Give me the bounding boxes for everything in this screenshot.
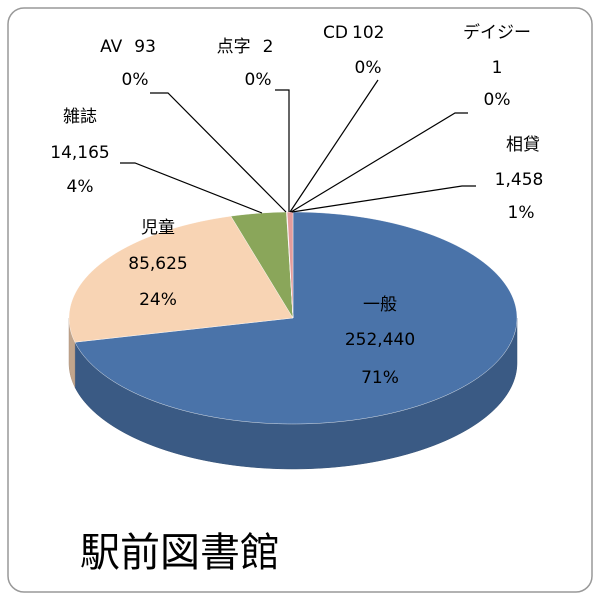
- percent-label: 0%: [245, 70, 272, 90]
- category-label: デイジー: [463, 22, 531, 43]
- category-label: 雑誌: [63, 107, 97, 127]
- category-label: AV: [100, 37, 123, 57]
- leader-line: [289, 79, 379, 213]
- category-label: 一般: [363, 295, 397, 315]
- percent-label: 24%: [139, 290, 177, 310]
- pie: [68, 211, 518, 470]
- value-label: 93: [134, 37, 156, 57]
- value-label: 14,165: [50, 143, 109, 163]
- percent-label: 71%: [361, 368, 399, 388]
- leader-line: [120, 162, 263, 214]
- slice: [74, 211, 518, 425]
- percent-label: 0%: [355, 58, 382, 78]
- value-label: 252,440: [345, 330, 415, 350]
- percent-label: 4%: [67, 177, 94, 197]
- slice: [68, 215, 294, 343]
- leader-line: [290, 112, 468, 213]
- slice: [230, 211, 294, 319]
- category-label: 相貸: [506, 135, 540, 155]
- value-label: 1: [492, 58, 503, 78]
- category-label: CD: [323, 23, 348, 43]
- value-label: 1,458: [495, 170, 544, 190]
- chart-title: 駅前図書館: [80, 530, 280, 576]
- data-label: AV 93: [100, 37, 156, 57]
- category-label: 児童: [141, 218, 175, 238]
- percent-label: 0%: [484, 90, 511, 110]
- value-label: 102: [352, 23, 384, 43]
- category-label: 点字: [217, 37, 251, 57]
- data-label: 点字 2: [217, 37, 274, 57]
- labels: 一般 252,440 71% 児童 85,625 24% 雑誌 14,165 4% AV 93 0% 点…: [50, 22, 543, 388]
- leader-line: [150, 92, 287, 213]
- percent-label: 1%: [508, 203, 535, 223]
- leader-line: [291, 185, 476, 213]
- percent-label: 0%: [122, 70, 149, 90]
- leader-line: [275, 89, 290, 212]
- value-label: 85,625: [128, 254, 187, 274]
- value-label: 2: [263, 37, 274, 57]
